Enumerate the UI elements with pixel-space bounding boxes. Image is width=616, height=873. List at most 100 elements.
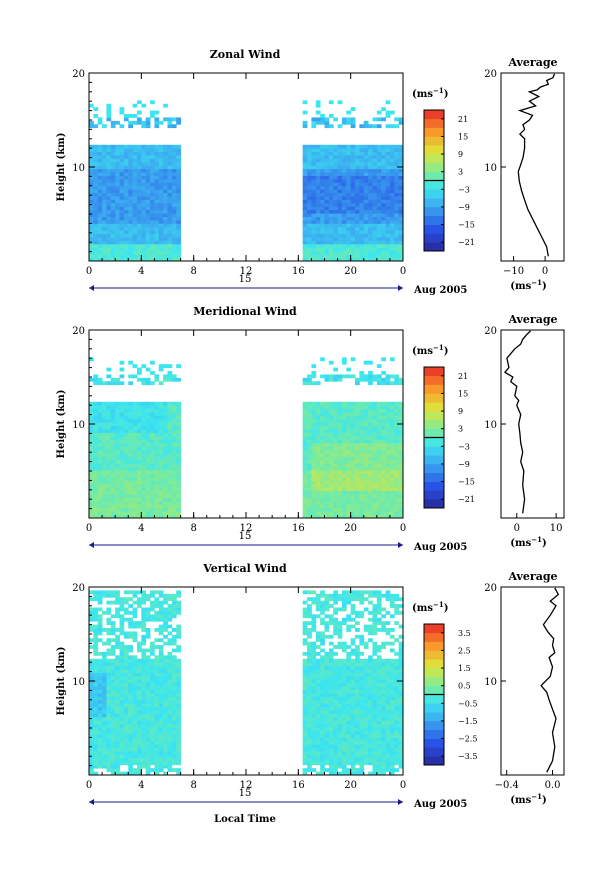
heatmap-cell: [328, 196, 334, 200]
heatmap-cell: [110, 497, 116, 502]
heatmap-cell: [115, 189, 120, 194]
heatmap-cell: [311, 665, 317, 670]
heatmap-cell: [376, 257, 382, 262]
heatmap-cell: [398, 209, 404, 214]
heatmap-cell: [355, 233, 360, 238]
heatmap-cell: [398, 507, 404, 512]
heatmap-cell: [381, 511, 386, 515]
heatmap-cell: [320, 621, 325, 625]
heatmap-cell: [141, 733, 147, 738]
heatmap-cell: [158, 628, 164, 632]
heatmap-cell: [320, 497, 325, 502]
heatmap-cell: [302, 500, 308, 505]
heatmap-cell: [158, 257, 164, 262]
heatmap-cell: [328, 672, 334, 677]
heatmap-cell: [89, 511, 94, 515]
heatmap-cell: [376, 446, 382, 451]
heatmap-cell: [324, 463, 330, 468]
heatmap-cell: [307, 614, 312, 619]
heatmap-cell: [115, 645, 120, 649]
heatmap-cell: [119, 631, 125, 636]
heatmap-cell: [89, 209, 94, 214]
heatmap-cell: [311, 716, 317, 721]
heatmap-cell: [167, 401, 173, 406]
heatmap-cell: [167, 466, 173, 471]
heatmap-cell: [123, 757, 129, 762]
heatmap-cell: [398, 470, 404, 474]
heatmap-cell: [381, 439, 386, 444]
heatmap-cell: [115, 590, 120, 595]
heatmap-cell: [145, 686, 151, 690]
heatmap-cell: [368, 240, 373, 245]
heatmap-cell: [381, 497, 386, 502]
heatmap-cell: [307, 730, 312, 735]
heatmap-cell: [346, 487, 352, 492]
heatmap-cell: [154, 744, 160, 749]
heatmap-cell: [115, 610, 120, 615]
heatmap-cell: [368, 476, 373, 481]
heatmap-cell: [115, 757, 120, 762]
heatmap-cell: [97, 240, 103, 245]
heatmap-cell: [93, 425, 99, 430]
heatmap-cell: [167, 699, 173, 704]
heatmap-cell: [154, 439, 160, 444]
heatmap-cell: [163, 600, 168, 605]
heatmap-cell: [93, 408, 99, 413]
heatmap-cell: [106, 243, 112, 248]
zonal-ylabel: Height (km): [56, 133, 67, 202]
heatmap-cell: [102, 689, 107, 694]
heatmap-cell: [350, 148, 356, 153]
heatmap-cell: [355, 254, 360, 258]
heatmap-cell: [381, 446, 386, 451]
heatmap-cell: [333, 178, 338, 183]
heatmap-cell: [154, 257, 160, 262]
heatmap-cell: [115, 764, 120, 769]
meridional-day-label: 15: [239, 531, 252, 542]
heatmap-cell: [376, 381, 382, 386]
heatmap-cell: [333, 768, 338, 772]
heatmap-cell: [97, 202, 103, 207]
heatmap-cell: [106, 737, 112, 742]
heatmap-cell: [363, 175, 369, 180]
heatmap-cell: [328, 223, 334, 228]
heatmap-cell: [333, 593, 338, 598]
heatmap-cell: [106, 435, 112, 440]
heatmap-cell: [302, 257, 308, 262]
heatmap-cell: [110, 682, 116, 687]
heatmap-cell: [307, 374, 312, 379]
meridional-average-title: Average: [507, 313, 557, 326]
heatmap-cell: [337, 645, 343, 649]
heatmap-cell: [123, 192, 129, 197]
heatmap-cell: [302, 148, 308, 153]
heatmap-cell: [163, 223, 168, 228]
heatmap-cell: [359, 497, 365, 502]
heatmap-cell: [346, 110, 352, 115]
heatmap-cell: [307, 453, 312, 457]
heatmap-cell: [302, 432, 308, 437]
heatmap-cell: [123, 590, 129, 595]
heatmap-cell: [389, 230, 395, 235]
heatmap-cell: [163, 658, 168, 663]
heatmap-cell: [141, 463, 147, 468]
heatmap-cell: [307, 672, 312, 677]
colorbar-swatch: [424, 490, 444, 500]
heatmap-cell: [311, 470, 317, 474]
heatmap-cell: [176, 733, 181, 738]
heatmap-cell: [355, 453, 360, 457]
heatmap-cell: [115, 144, 120, 149]
heatmap-cell: [337, 757, 343, 762]
heatmap-cell: [106, 675, 112, 680]
heatmap-cell: [381, 216, 386, 221]
heatmap-cell: [385, 432, 391, 437]
heatmap-cell: [145, 682, 151, 687]
heatmap-cell: [328, 730, 334, 735]
heatmap-cell: [102, 720, 107, 725]
heatmap-cell: [132, 634, 138, 639]
heatmap-cell: [333, 696, 338, 701]
heatmap-cell: [128, 192, 134, 197]
heatmap-cell: [106, 178, 112, 183]
heatmap-cell: [128, 716, 134, 721]
heatmap-cell: [110, 453, 116, 457]
heatmap-cell: [333, 716, 338, 721]
heatmap-cell: [145, 209, 151, 214]
